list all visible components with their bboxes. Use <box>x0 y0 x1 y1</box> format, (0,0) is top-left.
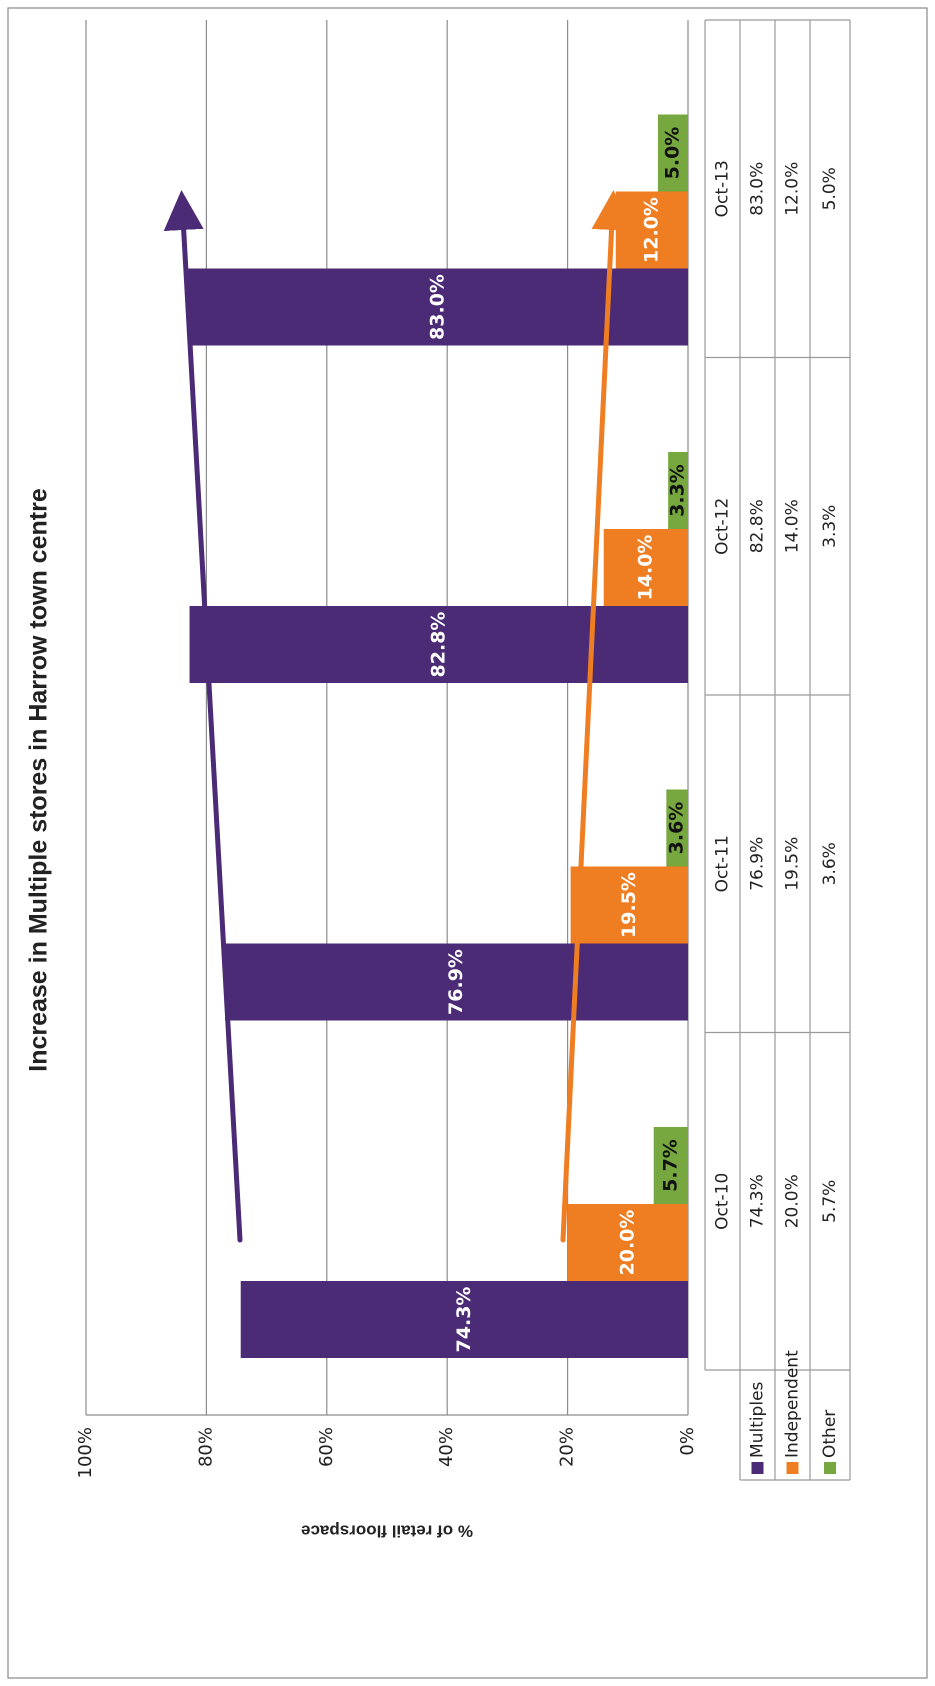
table-cell: 20.0% <box>783 1174 803 1228</box>
y-tick-label: 0% <box>677 1427 698 1456</box>
table-header: Oct-12 <box>713 498 733 555</box>
bar <box>657 114 689 192</box>
data-label: 3.6% <box>666 802 688 855</box>
table-cell: 5.7% <box>820 1180 840 1223</box>
legend-swatch <box>786 1462 799 1474</box>
y-tick-label: 40% <box>436 1427 457 1467</box>
chart-body: Increase in Multiple stores in Harrow to… <box>7 7 928 1679</box>
data-label: 12.0% <box>640 197 662 263</box>
data-label: 82.8% <box>427 612 449 678</box>
bar <box>668 452 688 529</box>
bar <box>567 1204 688 1281</box>
y-tick-label: 80% <box>195 1427 216 1467</box>
legend-label: Independent <box>783 1350 803 1458</box>
data-label: 19.5% <box>618 872 640 938</box>
bar <box>570 866 688 944</box>
table-cell: 74.3% <box>748 1174 768 1228</box>
y-tick-label: 60% <box>316 1427 337 1467</box>
legend-swatch <box>824 1462 836 1474</box>
bar <box>188 268 688 346</box>
table-header: Oct-11 <box>713 835 733 892</box>
table-cell: 12.0% <box>783 162 803 216</box>
table-cell: 3.3% <box>820 505 840 548</box>
table-header: Oct-13 <box>713 160 733 217</box>
data-label: 76.9% <box>445 949 467 1015</box>
trend-arrow <box>163 190 243 1243</box>
y-axis-title: % of retail floorspace <box>301 1522 473 1541</box>
y-tick-label: 100% <box>75 1427 96 1478</box>
table-cell: 19.5% <box>783 837 803 891</box>
bar <box>653 1127 688 1204</box>
data-label: 83.0% <box>427 274 449 340</box>
y-tick-label: 20% <box>557 1427 578 1467</box>
bar <box>603 529 688 606</box>
bar <box>615 191 689 269</box>
legend-label: Other <box>820 1410 840 1458</box>
data-label: 74.3% <box>453 1287 475 1353</box>
table-cell: 5.0% <box>820 167 840 210</box>
table-cell: 3.6% <box>820 842 840 885</box>
table-cell: 82.8% <box>748 499 768 553</box>
table-cell: 14.0% <box>783 499 803 553</box>
bar <box>240 1281 689 1358</box>
legend-label: Multiples <box>748 1381 768 1458</box>
data-label: 3.3% <box>667 464 689 517</box>
trend-arrow <box>560 190 632 1243</box>
table-cell: 76.9% <box>748 837 768 891</box>
data-label: 5.7% <box>659 1139 681 1192</box>
chart-title: Increase in Multiple stores in Harrow to… <box>25 488 53 1072</box>
bar <box>666 789 689 867</box>
bar <box>189 606 688 683</box>
chart-border <box>7 7 928 1679</box>
data-label: 5.0% <box>661 127 683 180</box>
data-label: 20.0% <box>616 1210 638 1276</box>
data-label: 14.0% <box>634 535 656 601</box>
legend-swatch <box>751 1462 764 1474</box>
table-header: Oct-10 <box>713 1173 733 1230</box>
table-cell: 83.0% <box>748 162 768 216</box>
